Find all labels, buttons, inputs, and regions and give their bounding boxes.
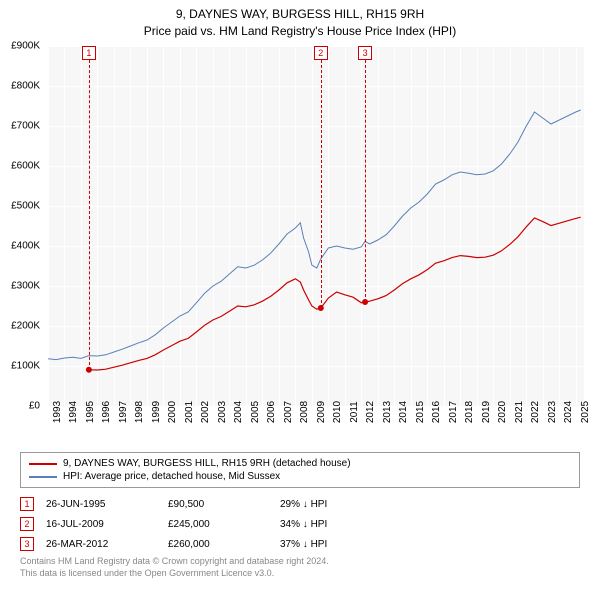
x-tick-label: 2003 — [217, 401, 228, 423]
y-tick-label: £700K — [11, 121, 40, 132]
legend-swatch — [29, 476, 57, 478]
sale-badge: 1 — [20, 497, 34, 511]
x-tick-label: 2006 — [266, 401, 277, 423]
x-tick-label: 2024 — [563, 401, 574, 423]
sale-row: 2 16-JUL-2009 £245,000 34% ↓ HPI — [20, 514, 580, 534]
series-line-hpi — [48, 110, 581, 360]
footer-note: Contains HM Land Registry data © Crown c… — [20, 556, 580, 579]
sale-marker-line — [89, 60, 90, 370]
x-tick-label: 2012 — [365, 401, 376, 423]
y-axis-labels: £0£100K£200K£300K£400K£500K£600K£700K£80… — [0, 46, 44, 406]
x-tick-label: 2023 — [547, 401, 558, 423]
sale-badge: 3 — [20, 537, 34, 551]
legend-item: 9, DAYNES WAY, BURGESS HILL, RH15 9RH (d… — [29, 457, 571, 470]
x-tick-label: 2007 — [283, 401, 294, 423]
plot-svg — [48, 46, 584, 406]
sales-table: 1 26-JUN-1995 £90,500 29% ↓ HPI 2 16-JUL-2009… — [20, 494, 580, 554]
y-tick-label: £500K — [11, 201, 40, 212]
legend-item: HPI: Average price, detached house, Mid … — [29, 470, 571, 483]
sale-price: £90,500 — [168, 499, 268, 510]
x-tick-label: 2013 — [382, 401, 393, 423]
x-tick-label: 1993 — [52, 401, 63, 423]
footer-line1: Contains HM Land Registry data © Crown c… — [20, 556, 580, 568]
y-tick-label: £800K — [11, 81, 40, 92]
x-tick-label: 2009 — [316, 401, 327, 423]
x-tick-label: 1998 — [134, 401, 145, 423]
title-line2: Price paid vs. HM Land Registry's House … — [0, 23, 600, 40]
x-tick-label: 2014 — [398, 401, 409, 423]
y-tick-label: £400K — [11, 241, 40, 252]
sale-diff: 37% ↓ HPI — [280, 539, 580, 550]
sale-marker-line — [321, 60, 322, 308]
sale-price: £245,000 — [168, 519, 268, 530]
x-tick-label: 2010 — [332, 401, 343, 423]
sale-date: 16-JUL-2009 — [46, 519, 156, 530]
x-tick-label: 2002 — [200, 401, 211, 423]
sale-price: £260,000 — [168, 539, 268, 550]
sale-marker-badge: 1 — [82, 46, 96, 60]
y-tick-label: £600K — [11, 161, 40, 172]
sale-diff: 34% ↓ HPI — [280, 519, 580, 530]
x-tick-label: 2008 — [299, 401, 310, 423]
x-tick-label: 2015 — [415, 401, 426, 423]
chart-container: 9, DAYNES WAY, BURGESS HILL, RH15 9RH Pr… — [0, 0, 600, 590]
x-tick-label: 2019 — [481, 401, 492, 423]
x-tick-label: 1995 — [85, 401, 96, 423]
x-tick-label: 2001 — [184, 401, 195, 423]
legend-swatch — [29, 463, 57, 465]
sale-date: 26-MAR-2012 — [46, 539, 156, 550]
sale-marker-line — [365, 60, 366, 302]
legend-box: 9, DAYNES WAY, BURGESS HILL, RH15 9RH (d… — [20, 452, 580, 488]
sale-diff: 29% ↓ HPI — [280, 499, 580, 510]
y-tick-label: £100K — [11, 361, 40, 372]
x-tick-label: 1997 — [118, 401, 129, 423]
x-tick-label: 2021 — [514, 401, 525, 423]
series-line-property — [89, 217, 581, 370]
x-tick-label: 2017 — [448, 401, 459, 423]
plot-area: 1 2 3 — [48, 46, 584, 406]
x-tick-label: 2016 — [431, 401, 442, 423]
x-tick-label: 2005 — [250, 401, 261, 423]
x-tick-label: 1999 — [151, 401, 162, 423]
legend-label: HPI: Average price, detached house, Mid … — [63, 471, 280, 482]
x-tick-label: 2025 — [580, 401, 591, 423]
legend-label: 9, DAYNES WAY, BURGESS HILL, RH15 9RH (d… — [63, 458, 351, 469]
title-block: 9, DAYNES WAY, BURGESS HILL, RH15 9RH Pr… — [0, 0, 600, 40]
title-line1: 9, DAYNES WAY, BURGESS HILL, RH15 9RH — [0, 6, 600, 23]
sale-row: 1 26-JUN-1995 £90,500 29% ↓ HPI — [20, 494, 580, 514]
sale-badge: 2 — [20, 517, 34, 531]
sale-marker-badge: 3 — [358, 46, 372, 60]
y-tick-label: £900K — [11, 41, 40, 52]
x-tick-label: 2004 — [233, 401, 244, 423]
sale-date: 26-JUN-1995 — [46, 499, 156, 510]
y-tick-label: £300K — [11, 281, 40, 292]
x-axis-labels: 1993199419951996199719981999200020012002… — [48, 410, 584, 450]
sale-marker-badge: 2 — [314, 46, 328, 60]
x-tick-label: 2000 — [167, 401, 178, 423]
x-tick-label: 1996 — [101, 401, 112, 423]
x-tick-label: 1994 — [68, 401, 79, 423]
x-tick-label: 2022 — [530, 401, 541, 423]
sale-row: 3 26-MAR-2012 £260,000 37% ↓ HPI — [20, 534, 580, 554]
x-tick-label: 2020 — [497, 401, 508, 423]
footer-line2: This data is licensed under the Open Gov… — [20, 568, 580, 580]
y-tick-label: £0 — [29, 401, 40, 412]
x-tick-label: 2011 — [349, 401, 360, 423]
y-tick-label: £200K — [11, 321, 40, 332]
x-tick-label: 2018 — [464, 401, 475, 423]
